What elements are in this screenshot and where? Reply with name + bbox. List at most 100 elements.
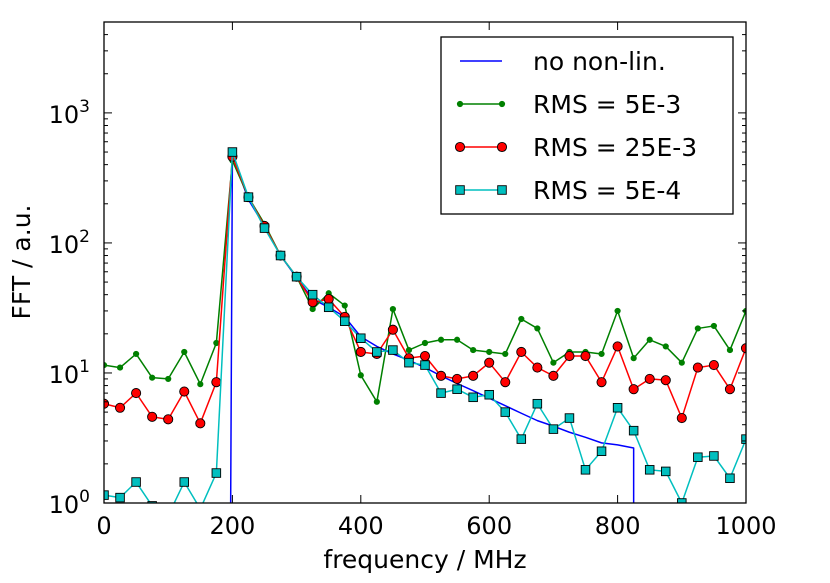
series-3-point [435,370,447,381]
x-tick-label: 200 [209,512,255,540]
legend-label-3: RMS = 25E-3 [533,133,697,162]
series-4-point [164,511,173,520]
y-tick-exponent: 3 [79,97,90,117]
series-4-point [147,501,157,503]
series-4-point [452,384,462,394]
series-2-point [357,372,364,379]
legend: no non-lin. RMS = 5E-3 RMS = 25E-3 RMS = 5E… [440,36,734,215]
x-tick-label: 800 [595,512,641,540]
x-tick-label: 0 [96,512,111,540]
plot-frame [103,21,747,504]
series-2-point [213,339,220,347]
series-4-point [131,477,141,487]
y-tick-base: 10 [49,101,80,129]
series-3-point [612,341,623,352]
series-4-point [500,407,511,417]
series-3-point [484,357,495,368]
legend-marker [497,185,507,195]
series-2-point [149,374,156,381]
series-4-point [420,360,430,370]
series-4-point [372,347,382,357]
series-2-point [486,348,493,356]
series-2-point [389,305,396,313]
series-4-point [104,490,109,500]
series-4-point [179,477,189,487]
series-2-point [116,364,124,371]
series-4-point [115,492,125,503]
y-axis-label: FFT / a.u. [7,205,36,320]
y-tick-exponent: 0 [79,487,90,507]
x-tick-label: 400 [338,512,384,540]
x-tick-label: 1000 [715,512,776,540]
series-3-point [724,384,736,395]
series-3-point [195,418,206,429]
series-2-point [550,359,557,366]
series-2-point [710,322,718,330]
series-4-point [644,465,655,475]
series-4-point [356,333,366,343]
series-4-point [196,505,205,514]
series-3-point [628,384,639,395]
series-3-point [676,413,687,424]
series-2-point [518,315,525,323]
legend-label-4: RMS = 5E-4 [533,176,681,205]
series-4-point [709,451,719,461]
series-2-point [437,336,445,343]
series-4-point [227,147,238,157]
y-tick-base: 10 [49,491,80,519]
series-2-point [534,325,541,332]
series-2-point [405,346,413,354]
series-2-point [454,336,461,343]
series-4-point [677,498,687,503]
series-4-point [612,403,623,413]
series-2-point [598,350,605,358]
series-3-point [452,373,463,384]
series-4-point [661,466,671,477]
series-4-point [436,388,446,398]
legend-marker [455,185,465,195]
series-4-point [516,434,527,444]
series-3-point [179,386,190,397]
series-2-point [614,307,621,315]
series-3-point [323,294,334,305]
series-3-point [692,362,703,373]
series-3-point [147,411,158,422]
x-axis-label: frequency / MHz [323,545,526,574]
legend-marker [496,141,508,153]
series-2-point [694,325,701,332]
series-2-point [165,375,172,383]
series-3-point [115,402,126,413]
series-3-point [580,350,591,362]
series-4-point [291,271,302,282]
series-2-point [662,343,669,350]
y-tick-base: 10 [49,361,80,389]
series-2-point [470,346,477,354]
series-4-point [323,302,334,313]
series-2-point [373,398,380,405]
series-4-point [564,413,575,423]
series-4-point [548,424,559,434]
series-4-point [404,357,414,368]
series-4-point [628,425,639,436]
series-3-point [660,375,671,386]
series-2-point [646,336,653,343]
series-4-point [259,223,270,233]
series-4-point [693,452,703,462]
series-4-point [340,316,350,326]
series-3-point [564,350,575,362]
series-3-point [419,350,431,362]
series-2-point [502,350,509,358]
y-tick-exponent: 1 [79,357,90,377]
series-2-point [421,339,429,347]
y-tick-base: 10 [49,231,80,259]
y-tick-label: 103 [49,97,90,129]
series-2-point [726,346,734,354]
series-4-point [468,392,478,403]
series-2-point [630,355,637,362]
series-4-point [725,473,735,483]
y-tick-exponent: 2 [79,227,90,247]
series-layer [104,147,746,520]
series-2-point [133,350,140,358]
